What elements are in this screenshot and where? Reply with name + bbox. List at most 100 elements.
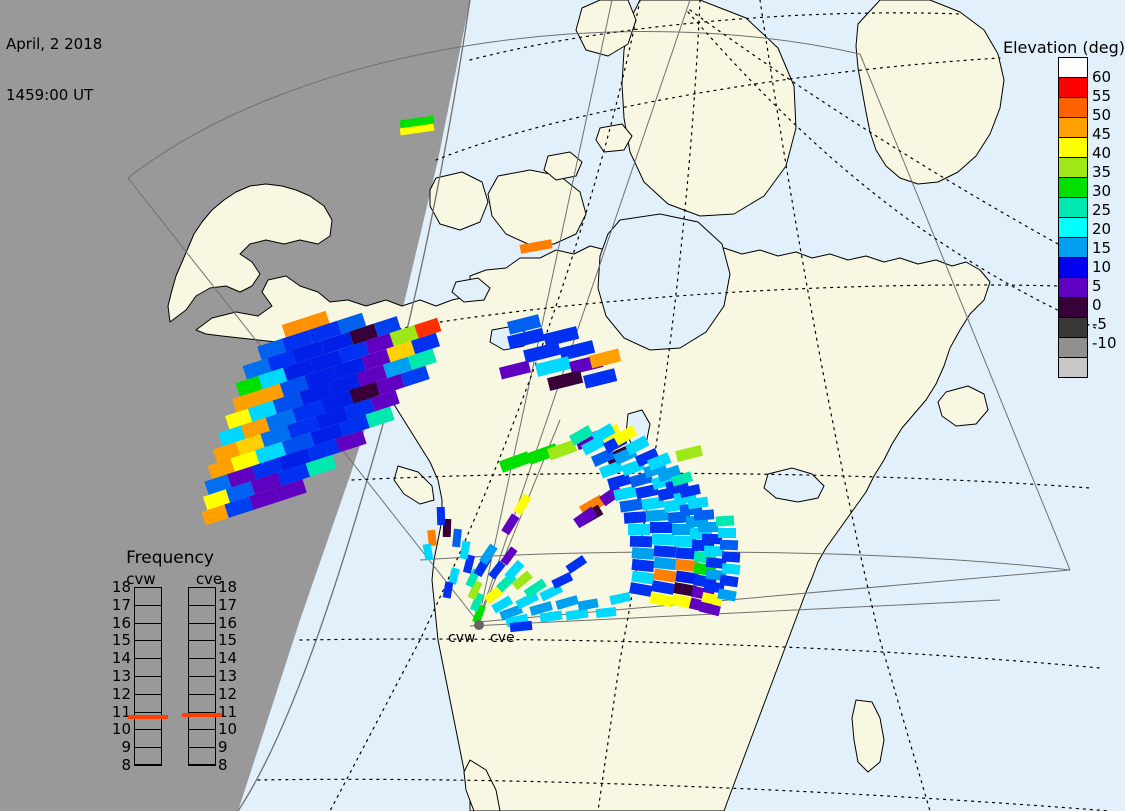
colorbar-cell-12: [1058, 297, 1088, 318]
colorbar-label-50: 50: [1092, 106, 1112, 124]
frequency-header-cvw: cvw: [126, 570, 156, 588]
colorbar-label-neg10: -10: [1092, 334, 1117, 352]
frequency-label-11: 11: [218, 702, 238, 721]
colorbar-cell-7: [1058, 197, 1088, 218]
colorbar-label-25: 25: [1092, 201, 1112, 219]
frequency-tick-12: [134, 693, 162, 695]
frequency-tick-13: [134, 676, 162, 677]
frequency-label-10: 10: [111, 720, 131, 739]
colorbar-label-5: 5: [1092, 277, 1102, 295]
inland-waters: [451, 213, 825, 503]
station-label-cvw: cvw: [448, 630, 476, 646]
colorbar-label-neg5: -5: [1092, 315, 1107, 333]
frequency-tick-14: [134, 658, 162, 660]
frequency-group-cvw: cvw 18 17 16 15 14 13 12 11 10 9 8: [107, 570, 175, 774]
frequency-label-8: 8: [218, 756, 228, 774]
meridian-5: [687, 11, 1101, 331]
colorbar-cell-0: [1058, 57, 1088, 78]
frequency-tick-15: [134, 640, 162, 642]
arctic-island-small-a: [543, 151, 583, 181]
backscatter-cells: [201, 115, 741, 633]
frequency-label-12: 12: [218, 684, 238, 703]
frequency-label-13: 13: [218, 667, 238, 685]
frequency-tick-10: [188, 729, 216, 731]
frequency-tick-9: [134, 747, 162, 749]
colorbar-labels: 60 55 50 45 40 35 30 25 20 15 10 5 0 -5 -10: [1092, 58, 1117, 352]
frequency-tick-17: [134, 604, 162, 606]
radar-station-marker: [474, 620, 484, 630]
colorbar-cell-5: [1058, 157, 1088, 178]
west-cluster: [201, 310, 442, 526]
frequency-panel: Frequency cvw 18 17 16 15 14 13 12 11 10 9 8 cve 1…: [85, 548, 255, 783]
fov-lower-arc: [419, 551, 1071, 571]
frequency-tick-11: [134, 711, 162, 713]
frequency-tick-12: [188, 693, 216, 695]
parallel-4: [299, 638, 1101, 669]
frequency-marker-cve: [182, 713, 222, 718]
frequency-header-cve: cve: [195, 570, 223, 588]
colorbar-cell-2: [1058, 97, 1088, 118]
arctic-island-banks: [429, 171, 489, 231]
frequency-tick-8: [188, 765, 216, 766]
frequency-tick-11: [188, 711, 216, 713]
meridian-1: [329, 0, 641, 811]
colorbar-cell-4: [1058, 137, 1088, 158]
solar-terminator: [237, 0, 471, 811]
frequency-label-15: 15: [111, 631, 131, 650]
frequency-label-9: 9: [218, 738, 228, 757]
frequency-label-16: 16: [111, 613, 131, 632]
frequency-tick-16: [188, 622, 216, 624]
colorbar-label-20: 20: [1092, 220, 1112, 238]
frequency-title: Frequency: [126, 548, 214, 568]
colorbar-cell-8: [1058, 217, 1088, 238]
great-lakes: [763, 467, 825, 503]
colorbar-label-35: 35: [1092, 163, 1112, 181]
frequency-tick-16: [134, 622, 162, 624]
frequency-label-8: 8: [121, 756, 131, 774]
meridian-3: [759, 0, 931, 811]
colorbar-cell-15: [1058, 357, 1088, 378]
colorbar-label-55: 55: [1092, 87, 1112, 105]
colorbar-cell-10: [1058, 257, 1088, 278]
fov-bottom-line: [469, 599, 1001, 627]
frequency-label-9: 9: [121, 738, 131, 757]
near-range-fan: [422, 493, 631, 633]
frequency-label-13: 13: [111, 667, 131, 685]
colorbar-cell-13: [1058, 317, 1088, 338]
frequency-tick-13: [188, 676, 216, 677]
frequency-tick-10: [134, 729, 162, 731]
timestamp-date: April, 2 2018: [6, 35, 103, 53]
baja-california: [463, 759, 501, 811]
florida: [851, 699, 885, 773]
colorbar-cell-3: [1058, 117, 1088, 138]
frequency-label-16: 16: [218, 613, 238, 632]
great-bear-lake: [451, 277, 491, 303]
greenland: [855, 0, 1005, 185]
frequency-marker-cvw: [128, 714, 168, 719]
colorbar-label-15: 15: [1092, 239, 1112, 257]
colorbar-label-10: 10: [1092, 258, 1112, 276]
parallel-2: [391, 284, 1061, 331]
fov-cve-edge-2: [477, 0, 613, 623]
frequency-group-cve: cve 18 17 16 15 14 13 12 11 10 9 8: [175, 570, 243, 774]
frequency-tick-8: [134, 765, 162, 766]
frequency-label-17: 17: [218, 595, 238, 614]
frequency-tick-15: [188, 640, 216, 642]
colorbar-cell-1: [1058, 77, 1088, 98]
colorbar-label-40: 40: [1092, 144, 1112, 162]
colorbar-label-30: 30: [1092, 182, 1112, 200]
meridian-4: [689, 9, 1081, 257]
frequency-tick-9: [188, 747, 216, 749]
frequency-tick-14: [188, 658, 216, 660]
frequency-bar-cvw: 18 17 16 15 14 13 12 11 10 9 8: [107, 578, 175, 774]
frequency-label-11: 11: [111, 702, 131, 721]
station-label-cve: cve: [490, 630, 515, 646]
colorbar-cell-6: [1058, 177, 1088, 198]
colorbar-cell-14: [1058, 337, 1088, 358]
timestamp-time: 1459:00 UT: [6, 86, 94, 104]
frequency-bar-cve: 18 17 16 15 14 13 12 11 10 9 8: [175, 578, 243, 774]
east-arc: [568, 423, 741, 617]
vancouver-island: [393, 465, 435, 505]
